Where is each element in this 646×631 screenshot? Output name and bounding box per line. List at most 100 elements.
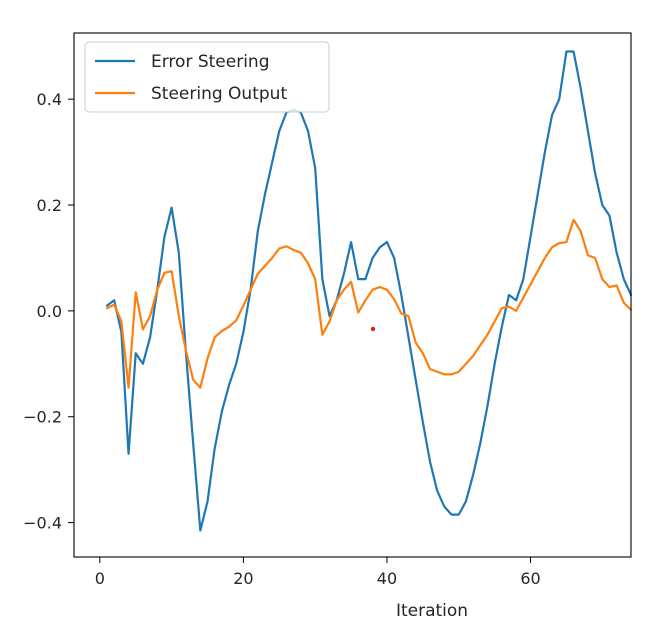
data-point [450,513,453,516]
data-point [235,319,238,322]
data-point [594,256,597,259]
data-point [278,247,281,250]
data-point [443,373,446,376]
data-point [206,500,209,503]
data-point [529,235,532,238]
legend: Error Steering Steering Output [84,41,330,113]
data-point [220,410,223,413]
data-point [192,442,195,445]
data-point [127,386,130,389]
data-point [371,256,374,259]
data-point [378,246,381,249]
data-point [134,291,137,294]
plot-area [74,33,631,557]
data-point [148,315,151,318]
data-point [515,299,518,302]
data-point [500,307,503,310]
data-point [213,447,216,450]
data-point [105,307,108,310]
data-point [558,98,561,101]
data-point [443,505,446,508]
data-point [622,278,625,281]
data-point [486,333,489,336]
data-point [321,333,324,336]
data-point [515,309,518,312]
x-axis-label: Iteration [396,601,468,621]
data-point [364,299,367,302]
data-point [278,129,281,132]
data-point [543,256,546,259]
legend-label: Steering Output [151,84,287,104]
data-point [572,50,575,53]
data-point [565,240,568,243]
data-point [249,288,252,291]
data-point [378,285,381,288]
data-point [263,264,266,267]
y-axis: −0.4 −0.2 0.0 0.2 0.4 [23,90,74,533]
data-point [263,193,266,196]
series-steering-output [105,218,633,389]
data-point [177,315,180,318]
data-point [199,529,202,532]
data-point [342,272,345,275]
data-point [543,150,546,153]
data-point [235,362,238,365]
data-point [421,420,424,423]
legend-label: Error Steering [151,52,270,72]
data-point [572,218,575,221]
data-point [529,283,532,286]
data-point [148,336,151,339]
data-point [615,251,618,254]
data-point [385,288,388,291]
data-point [113,299,116,302]
data-point [601,278,604,281]
data-point [314,278,317,281]
data-point [292,248,295,251]
data-point [271,161,274,164]
data-point [141,328,144,331]
data-point [227,325,230,328]
data-point [306,262,309,265]
data-point [242,304,245,307]
x-tick-label: 60 [520,569,540,588]
data-point [335,299,338,302]
data-point [357,311,360,314]
data-point [192,378,195,381]
data-point [170,270,173,273]
data-point [594,172,597,175]
data-point [256,272,259,275]
data-point [601,203,604,206]
data-point [493,362,496,365]
data-point [400,293,403,296]
data-point [113,303,116,306]
data-point [206,357,209,360]
y-tick-label: −0.2 [23,408,62,427]
data-point [156,288,159,291]
data-point [471,473,474,476]
x-axis: 0 20 40 60 [95,557,541,588]
data-point [163,235,166,238]
x-tick-label: 20 [233,569,253,588]
data-point [134,352,137,355]
data-point [163,271,166,274]
data-point [414,378,417,381]
data-point [213,336,216,339]
data-point [170,206,173,209]
data-point [608,285,611,288]
data-point [314,166,317,169]
data-point [586,254,589,257]
legend-box [84,41,330,113]
data-point [457,370,460,373]
series-error-steering [105,50,633,532]
data-point [436,489,439,492]
data-point [364,278,367,281]
annotation-layer [370,326,376,332]
data-point [306,129,309,132]
data-point [428,368,431,371]
data-point [184,349,187,352]
data-point [464,362,467,365]
data-point [256,230,259,233]
data-point [507,293,510,296]
x-tick-label: 40 [377,569,397,588]
